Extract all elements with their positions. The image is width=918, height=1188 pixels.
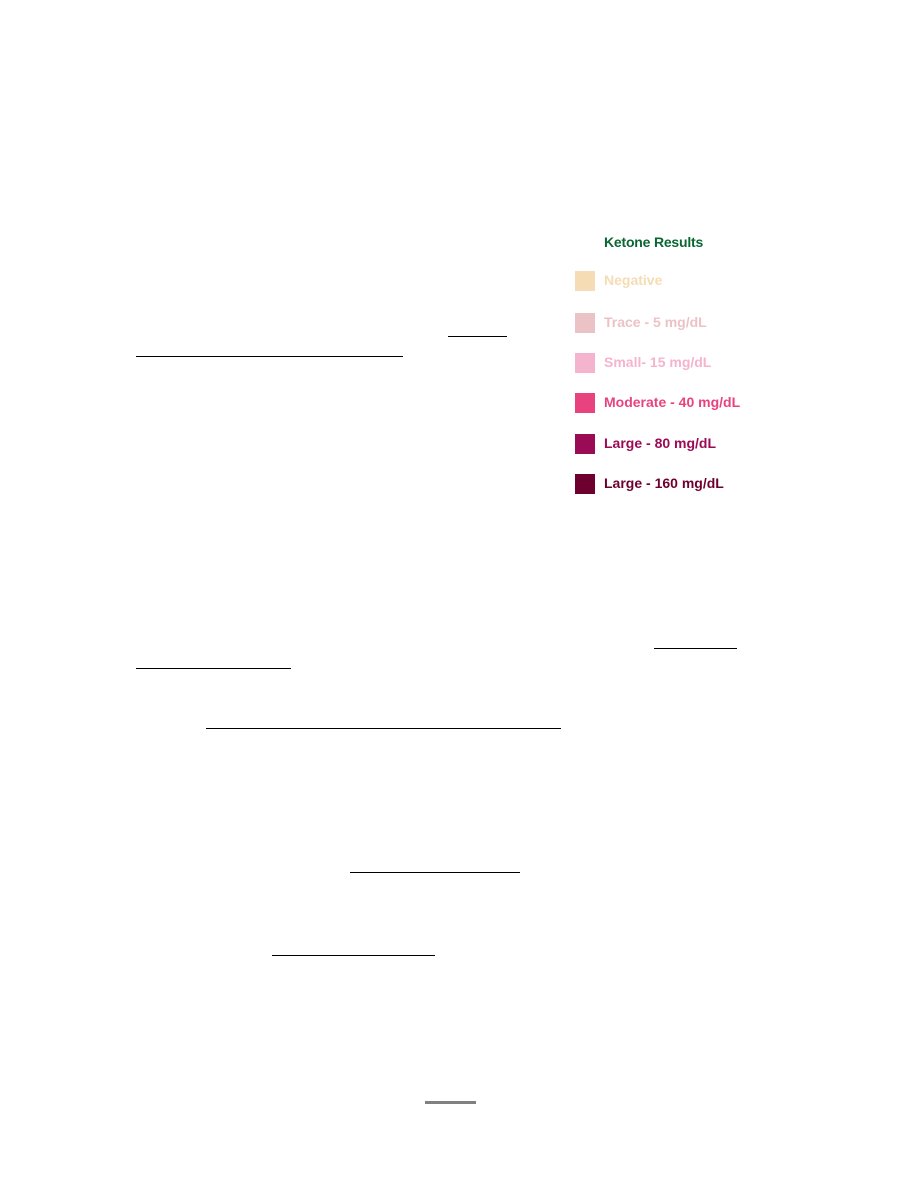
- color-swatch: [575, 271, 595, 291]
- footer-divider: [425, 1101, 476, 1104]
- color-swatch: [575, 313, 595, 333]
- underline-blank-6: [350, 872, 520, 873]
- legend-label: Negative: [604, 272, 663, 288]
- underline-blank-2: [136, 356, 403, 357]
- underline-blank-5: [206, 728, 561, 729]
- legend-title: Ketone Results: [604, 234, 704, 250]
- legend-label: Small- 15 mg/dL: [604, 354, 712, 370]
- color-swatch: [575, 434, 595, 454]
- legend-label: Trace - 5 mg/dL: [604, 314, 707, 330]
- underline-blank-4: [136, 668, 291, 669]
- legend-label: Moderate - 40 mg/dL: [604, 394, 741, 410]
- underline-blank-3: [654, 648, 737, 649]
- legend-label: Large - 160 mg/dL: [604, 475, 724, 491]
- color-swatch: [575, 474, 595, 494]
- color-swatch: [575, 393, 595, 413]
- color-swatch: [575, 353, 595, 373]
- legend-label: Large - 80 mg/dL: [604, 435, 717, 451]
- underline-blank-7: [272, 955, 435, 956]
- underline-blank-1: [448, 336, 507, 337]
